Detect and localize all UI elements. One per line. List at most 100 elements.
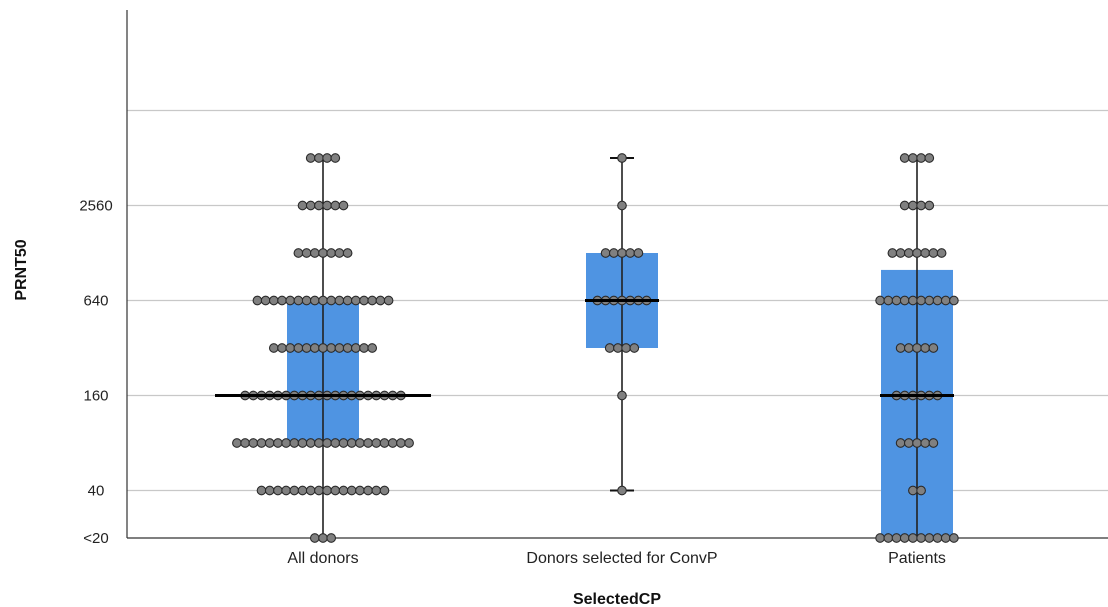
box-group	[875, 153, 959, 543]
x-axis-title: SelectedCP	[573, 591, 661, 607]
data-point	[936, 248, 947, 258]
data-point	[617, 248, 627, 258]
boxes	[215, 153, 959, 543]
data-point	[899, 200, 910, 211]
data-point	[293, 295, 304, 306]
data-point	[264, 438, 275, 448]
data-point	[367, 343, 378, 353]
data-point	[367, 295, 378, 306]
data-point	[908, 533, 918, 543]
data-point	[633, 248, 644, 258]
data-point	[940, 533, 951, 543]
data-point	[314, 485, 324, 496]
data-point	[338, 200, 349, 211]
data-point	[899, 295, 910, 306]
data-point	[309, 248, 320, 258]
data-point	[338, 438, 349, 448]
data-point	[264, 485, 275, 496]
data-point	[305, 200, 316, 211]
data-point	[330, 153, 341, 163]
data-point	[908, 200, 918, 211]
data-point	[268, 343, 279, 353]
x-category-label: All donors	[287, 550, 358, 567]
data-point	[949, 533, 959, 543]
data-point	[334, 343, 345, 353]
data-point	[342, 248, 353, 258]
data-point	[621, 343, 631, 353]
data-point	[355, 485, 365, 496]
y-tick-label: 640	[83, 293, 108, 310]
data-point	[924, 533, 935, 543]
data-point	[617, 153, 627, 163]
box-group	[585, 153, 659, 496]
data-point	[617, 485, 627, 496]
y-tick-label: <20	[83, 530, 108, 547]
data-point	[912, 438, 922, 448]
data-point	[903, 343, 914, 353]
data-point	[338, 485, 349, 496]
data-point	[359, 295, 369, 306]
data-point	[326, 295, 337, 306]
data-point	[326, 248, 337, 258]
data-point	[613, 343, 623, 353]
data-point	[330, 438, 341, 448]
data-point	[949, 295, 959, 306]
data-point	[240, 438, 250, 448]
data-point	[277, 343, 287, 353]
data-point	[248, 438, 259, 448]
data-point	[326, 343, 337, 353]
x-category-label: Donors selected for ConvP	[526, 550, 717, 567]
data-point	[305, 438, 316, 448]
data-point	[924, 200, 935, 211]
data-point	[404, 438, 414, 448]
data-point	[912, 343, 922, 353]
data-point	[899, 533, 910, 543]
data-point	[330, 485, 341, 496]
data-point	[895, 343, 906, 353]
y-tick-labels: <20 40 160 640 2560	[79, 198, 112, 548]
data-point	[379, 438, 390, 448]
data-point	[281, 485, 291, 496]
data-point	[920, 343, 931, 353]
data-point	[297, 200, 308, 211]
x-category-label: Patients	[888, 550, 946, 567]
data-point	[629, 343, 640, 353]
data-point	[281, 438, 291, 448]
y-axis-title: PRNT50	[13, 239, 30, 300]
data-point	[928, 438, 939, 448]
data-point	[305, 153, 316, 163]
data-point	[318, 248, 328, 258]
data-point	[232, 438, 242, 448]
data-point	[322, 438, 332, 448]
data-point	[318, 533, 328, 543]
data-point	[342, 295, 353, 306]
data-point	[355, 438, 365, 448]
data-point	[268, 295, 279, 306]
data-point	[387, 438, 398, 448]
data-point	[359, 343, 369, 353]
data-point	[256, 438, 267, 448]
data-point	[383, 295, 394, 306]
data-point	[916, 533, 926, 543]
data-point	[285, 343, 296, 353]
data-point	[334, 295, 345, 306]
data-point	[625, 248, 636, 258]
data-point	[326, 533, 337, 543]
data-point	[342, 343, 353, 353]
data-point	[322, 153, 332, 163]
data-point	[912, 248, 922, 258]
data-point	[617, 390, 627, 401]
data-point	[260, 295, 271, 306]
data-point	[875, 295, 885, 306]
data-point	[908, 485, 918, 496]
data-point	[293, 343, 304, 353]
data-point	[916, 200, 926, 211]
data-point	[305, 485, 316, 496]
data-point	[363, 438, 373, 448]
data-point	[895, 438, 906, 448]
data-point	[285, 295, 296, 306]
data-point	[297, 485, 308, 496]
data-point	[617, 200, 627, 211]
data-point	[908, 153, 918, 163]
